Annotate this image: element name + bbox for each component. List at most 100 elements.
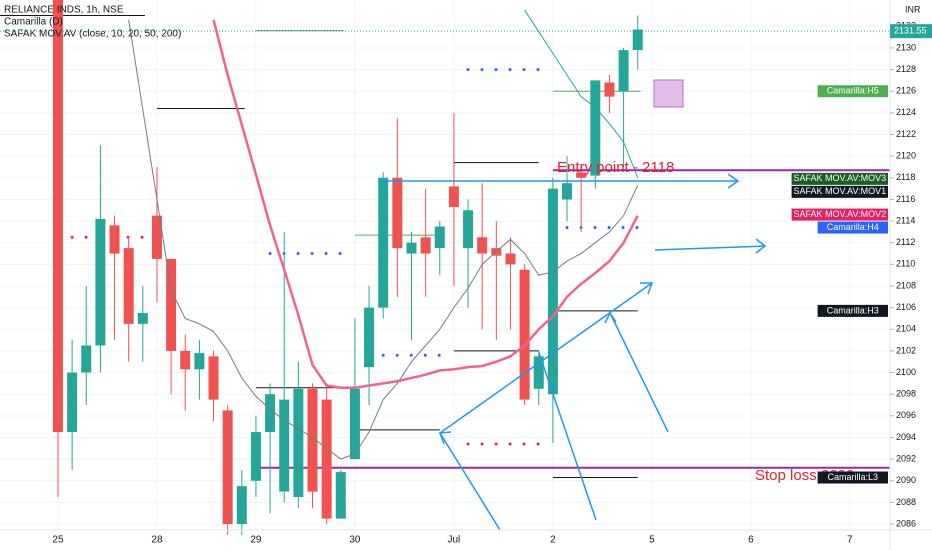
candle-body bbox=[533, 356, 544, 389]
axis-tag bbox=[817, 85, 888, 98]
x-tick-label: 30 bbox=[349, 535, 361, 546]
axis-tag bbox=[817, 471, 888, 484]
candle-body bbox=[321, 399, 332, 519]
axis-tag bbox=[817, 221, 888, 234]
indicator-name: Camarilla (D) bbox=[4, 17, 63, 28]
candle-body bbox=[576, 172, 587, 178]
arrow-head bbox=[604, 311, 617, 324]
candle-body bbox=[406, 242, 417, 254]
candle-body bbox=[590, 80, 601, 176]
candle-body bbox=[335, 472, 346, 519]
y-tick-label: 2106 bbox=[896, 302, 916, 312]
x-tick-label: Jul bbox=[448, 535, 461, 546]
candle-body bbox=[236, 486, 247, 525]
arrow-head bbox=[727, 173, 740, 189]
candle-body bbox=[547, 188, 558, 395]
candle-body bbox=[448, 186, 459, 208]
candle-body bbox=[52, 0, 63, 433]
y-tick-label: 2108 bbox=[896, 280, 916, 290]
axis-tag-label: SAFAK MOV.AV:MOV2 bbox=[793, 209, 886, 219]
y-tick-label: 2110 bbox=[896, 259, 915, 269]
last-price-label: 2131.55 bbox=[894, 26, 927, 36]
candle-body bbox=[166, 258, 177, 351]
y-tick-label: 2090 bbox=[896, 475, 916, 485]
y-tick-label: 2122 bbox=[896, 129, 916, 139]
y-tick-label: 2112 bbox=[896, 237, 915, 247]
arrow bbox=[609, 312, 669, 433]
candle-body bbox=[618, 50, 629, 92]
arrow bbox=[439, 432, 501, 531]
axis-tag bbox=[791, 172, 888, 185]
candle-body bbox=[477, 237, 488, 254]
candle-body bbox=[463, 210, 474, 249]
candle-body bbox=[222, 410, 233, 525]
moving-average bbox=[128, 19, 639, 460]
candle-body bbox=[137, 313, 148, 324]
candle-body bbox=[349, 388, 360, 460]
currency: INR bbox=[905, 4, 921, 14]
y-tick-label: 2116 bbox=[896, 194, 915, 204]
candle-body bbox=[604, 82, 615, 97]
moving-average bbox=[524, 9, 639, 178]
candle-body bbox=[434, 226, 445, 249]
axis-tag-label: Camarilla:H5 bbox=[827, 86, 879, 96]
candle-body bbox=[519, 269, 530, 400]
candle-body bbox=[632, 29, 643, 51]
axis-tag-label: Camarilla:H4 bbox=[827, 222, 879, 232]
x-tick-label: 6 bbox=[748, 535, 754, 546]
y-tick-label: 2126 bbox=[896, 86, 916, 96]
arrow bbox=[654, 245, 766, 251]
candle-body bbox=[67, 372, 78, 433]
indicator-name: SAFAK MOV.AV (close, 10, 20, 50, 200) bbox=[4, 29, 181, 40]
candle-body bbox=[194, 353, 205, 370]
candle-body bbox=[392, 177, 403, 249]
y-tick-label: 2120 bbox=[896, 151, 916, 161]
y-tick-label: 2124 bbox=[896, 107, 916, 117]
candle-body bbox=[265, 394, 276, 433]
chart-title: RELIANCE INDS, 1h, NSE bbox=[4, 5, 124, 16]
y-tick-label: 2092 bbox=[896, 453, 916, 463]
axis-tag-label: Camarilla:H3 bbox=[827, 305, 879, 315]
highlight-box bbox=[653, 79, 684, 108]
candle-body bbox=[279, 399, 290, 492]
candle-body bbox=[81, 345, 92, 373]
arrow bbox=[439, 282, 653, 434]
arrow bbox=[537, 349, 597, 521]
axis-tag-label: Camarilla:L3 bbox=[828, 472, 879, 482]
y-tick-label: 2128 bbox=[896, 64, 916, 74]
candle-body bbox=[562, 183, 573, 200]
x-tick-label: 28 bbox=[151, 535, 163, 546]
y-tick-label: 2100 bbox=[896, 367, 916, 377]
x-tick-label: 29 bbox=[250, 535, 262, 546]
candle-body bbox=[208, 356, 219, 400]
axis-tag-label: SAFAK MOV.AV:MOV3 bbox=[793, 173, 886, 183]
candle-body bbox=[364, 307, 375, 368]
axis-tag-label: SAFAK MOV.AV:MOV1 bbox=[793, 186, 886, 196]
arrow-head bbox=[755, 238, 767, 254]
y-tick-label: 2104 bbox=[896, 324, 916, 334]
y-tick-label: 2098 bbox=[896, 389, 916, 399]
y-tick-label: 2130 bbox=[896, 42, 916, 52]
y-tick-label: 2096 bbox=[896, 410, 916, 420]
candle-body bbox=[378, 177, 389, 308]
x-tick-label: 25 bbox=[52, 535, 64, 546]
y-tick-label: 2102 bbox=[896, 345, 916, 355]
candle-body bbox=[109, 225, 120, 254]
x-tick-label: 7 bbox=[847, 535, 853, 546]
candle-body bbox=[293, 388, 304, 497]
candle-body bbox=[307, 388, 318, 492]
candle-body bbox=[123, 248, 134, 324]
candle-body bbox=[95, 218, 106, 346]
x-tick-label: 5 bbox=[649, 535, 655, 546]
y-tick-label: 2114 bbox=[896, 215, 915, 225]
annotation: Entry point - 2118 bbox=[557, 159, 674, 176]
axis-tag bbox=[791, 208, 888, 221]
arrow-head bbox=[640, 282, 654, 295]
moving-average bbox=[212, 19, 639, 389]
axis-tag bbox=[791, 185, 888, 198]
candle-body bbox=[151, 215, 162, 259]
axis-tag bbox=[817, 304, 888, 317]
candle-body bbox=[505, 253, 516, 265]
y-tick-label: 2088 bbox=[896, 497, 916, 507]
